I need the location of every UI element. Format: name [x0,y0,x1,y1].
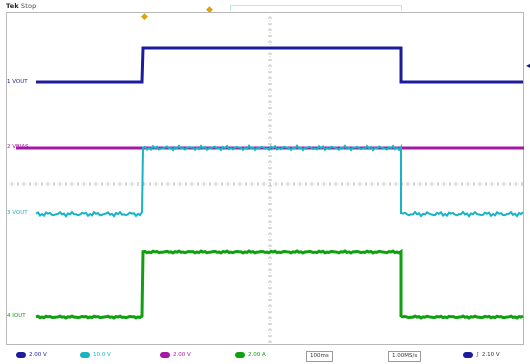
ch4-swatch-icon [235,351,245,358]
sample-rate-readout[interactable]: 1.00MS/s [388,351,422,362]
ch1-label: 1 VOUT [7,79,28,85]
ch1-vout-waveform [36,46,523,84]
trigger-source-swatch-icon [463,351,473,358]
ch1-scale-value: 2.00 V [29,352,47,358]
ch3-label: 3 VOUT [7,210,28,216]
ch3-swatch-icon [160,351,170,358]
ch1-swatch-icon [16,351,26,358]
ch2-scale-readout[interactable]: 10.0 V [80,351,111,360]
scope-brand: Tek Stop [6,2,36,10]
trigger-point-marker-icon: ◆ [206,5,213,15]
run-state: Stop [20,2,37,10]
ch3-scale-value: 2.00 V [173,352,191,358]
status-bar: 2.00 V 10.0 V 2.00 V 2.00 A 100ms 1.00MS… [0,348,530,364]
ch2-scale-value: 10.0 V [93,352,111,358]
ch4-scale-readout[interactable]: 2.00 A [235,351,266,360]
ch2-label: 2 VBIAS [7,144,29,150]
ch4-label: 4 IOUT [7,313,26,319]
trigger-level-value: 2.10 V [481,352,500,358]
trigger-readout[interactable]: ∫ 2.10 V [463,351,500,360]
ch2-swatch-icon [80,351,90,358]
ch1-offset-arrow-icon: ◂ [525,61,530,70]
graticule [6,12,524,345]
ch4-iout-waveform [35,248,524,320]
ch1-scale-readout[interactable]: 2.00 V [16,351,47,360]
timebase-readout[interactable]: 100ms [306,351,333,362]
ch4-scale-value: 2.00 A [248,352,266,358]
ch3-vout-waveform [35,143,524,218]
trigger-slope-icon: ∫ [476,352,479,358]
brand-label: Tek [6,2,19,10]
record-window-bar [230,5,402,11]
ch3-scale-readout[interactable]: 2.00 V [160,351,191,360]
trigger-position-marker-icon: ◆ [141,12,148,22]
waveform-display [6,12,524,345]
